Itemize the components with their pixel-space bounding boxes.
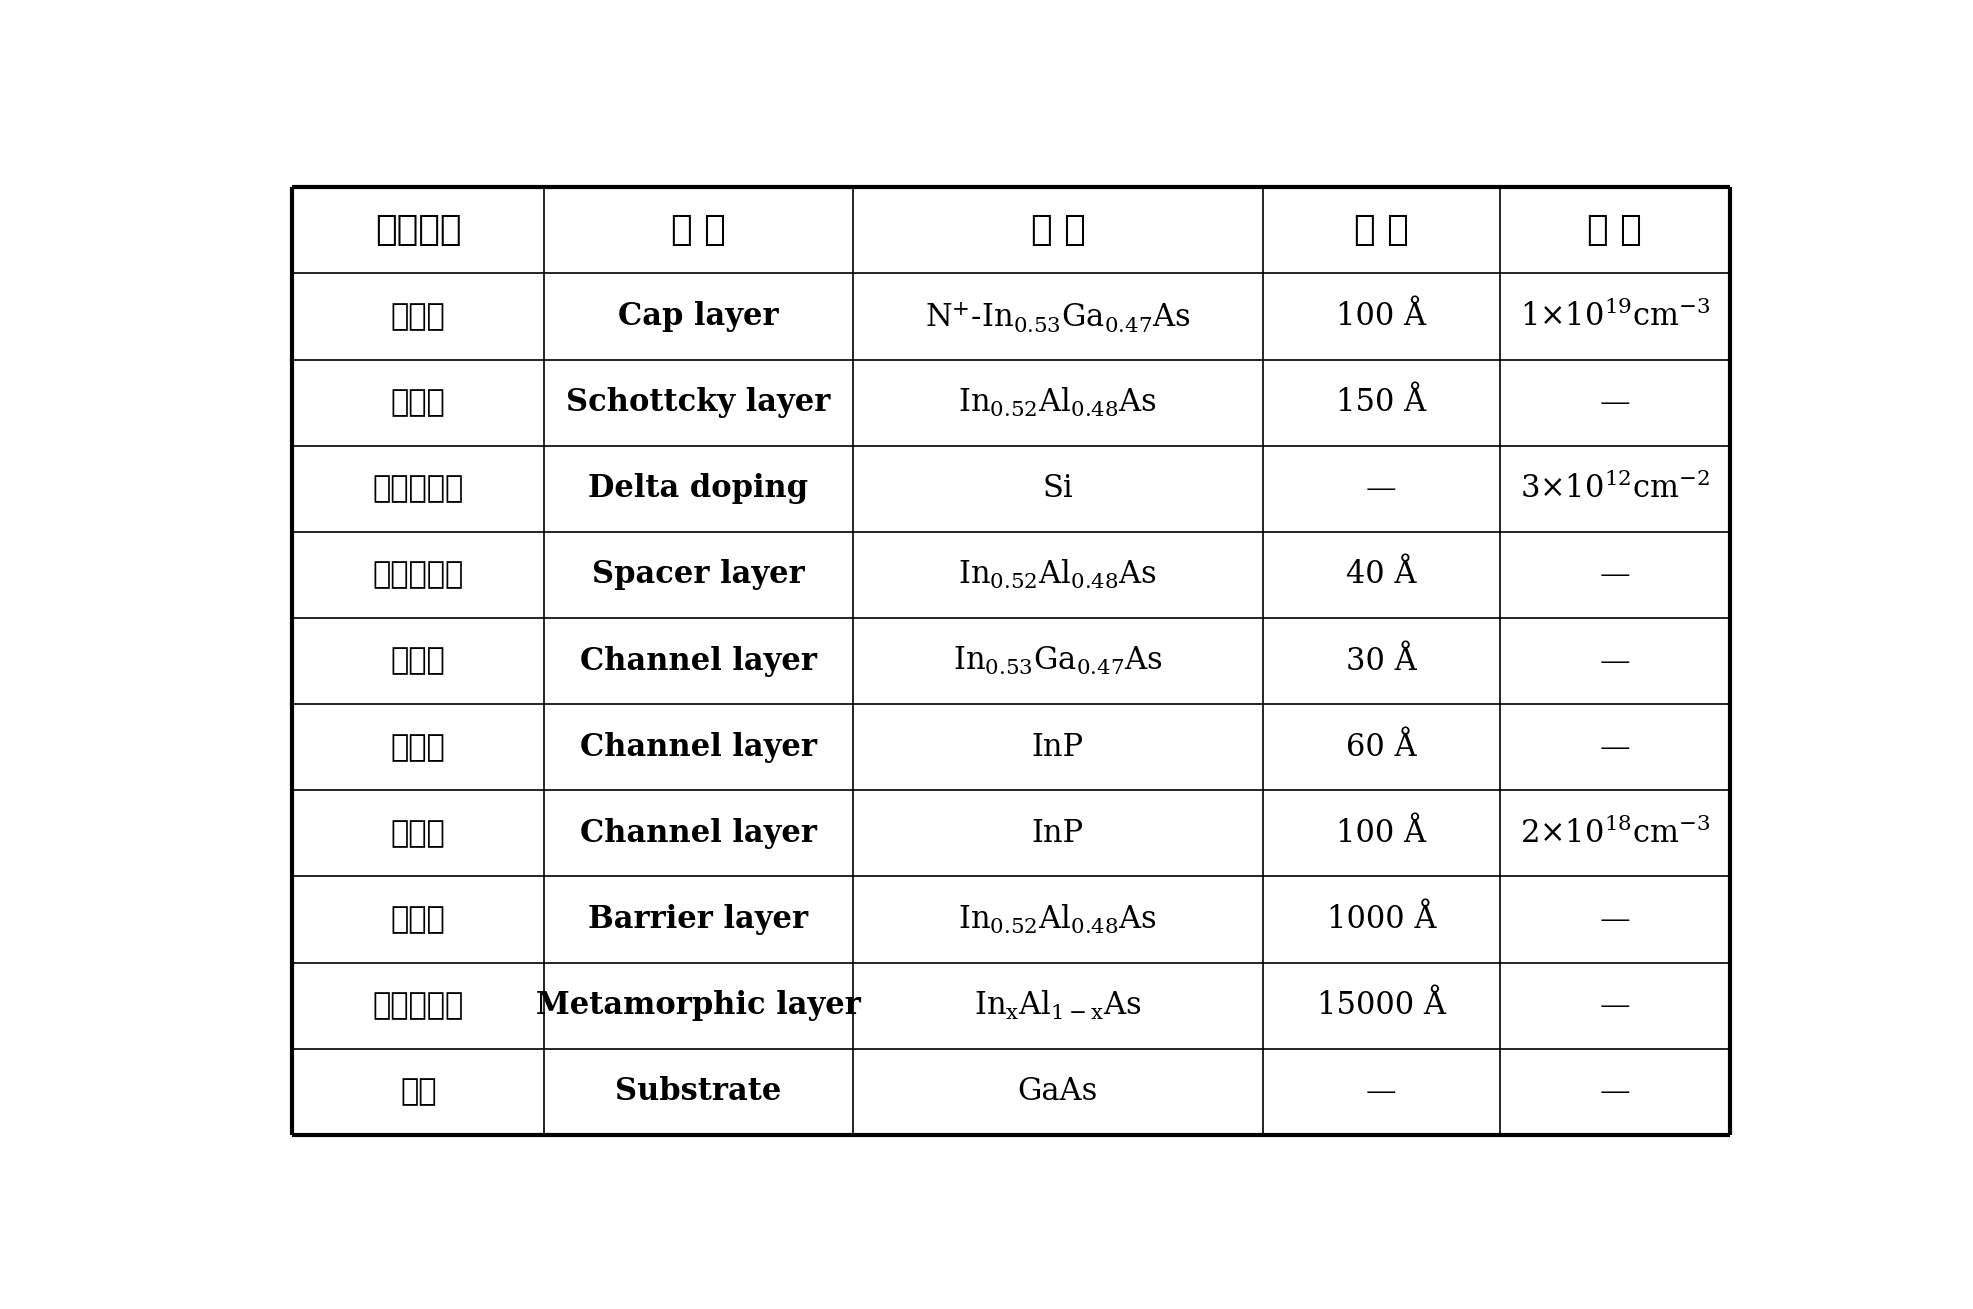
Text: GaAs: GaAs <box>1018 1076 1099 1107</box>
Text: 沟道层: 沟道层 <box>391 647 446 675</box>
Text: Channel layer: Channel layer <box>580 645 817 677</box>
Text: In$_{\mathdefault{0.52}}$Al$_{\mathdefault{0.48}}$As: In$_{\mathdefault{0.52}}$Al$_{\mathdefau… <box>959 386 1158 419</box>
Text: 15000 Å: 15000 Å <box>1316 990 1446 1021</box>
Text: N$^{\mathdefault{+}}$-In$_{\mathdefault{0.53}}$Ga$_{\mathdefault{0.47}}$As: N$^{\mathdefault{+}}$-In$_{\mathdefault{… <box>925 298 1192 334</box>
Text: Channel layer: Channel layer <box>580 732 817 763</box>
Text: —: — <box>1365 1076 1397 1107</box>
Text: —: — <box>1600 387 1630 418</box>
Text: —: — <box>1600 559 1630 590</box>
Text: —: — <box>1600 1076 1630 1107</box>
Text: 3×10$^{\mathdefault{12}}$cm$^{\mathdefault{-2}}$: 3×10$^{\mathdefault{12}}$cm$^{\mathdefau… <box>1519 473 1711 505</box>
Text: 势垒层: 势垒层 <box>391 389 446 418</box>
Text: In$_{\mathdefault{0.52}}$Al$_{\mathdefault{0.48}}$As: In$_{\mathdefault{0.52}}$Al$_{\mathdefau… <box>959 559 1158 592</box>
Text: Channel layer: Channel layer <box>580 818 817 848</box>
Text: 沟道层: 沟道层 <box>391 733 446 762</box>
Text: 名 称: 名 称 <box>671 213 726 247</box>
Text: —: — <box>1365 474 1397 504</box>
Text: 掺 杂: 掺 杂 <box>1588 213 1642 247</box>
Text: 100 Å: 100 Å <box>1336 301 1426 332</box>
Text: 150 Å: 150 Å <box>1336 387 1426 418</box>
Text: In$_{\mathdefault{0.52}}$Al$_{\mathdefault{0.48}}$As: In$_{\mathdefault{0.52}}$Al$_{\mathdefau… <box>959 903 1158 936</box>
Text: —: — <box>1600 645 1630 677</box>
Text: —: — <box>1600 732 1630 763</box>
Text: Substrate: Substrate <box>616 1076 781 1107</box>
Text: —: — <box>1600 990 1630 1021</box>
Text: Schottcky layer: Schottcky layer <box>566 387 831 418</box>
Text: Cap layer: Cap layer <box>618 301 779 332</box>
Text: 100 Å: 100 Å <box>1336 818 1426 848</box>
Text: 30 Å: 30 Å <box>1346 645 1417 677</box>
Text: —: — <box>1600 905 1630 935</box>
Text: 60 Å: 60 Å <box>1346 732 1417 763</box>
Text: InP: InP <box>1032 732 1083 763</box>
Text: 2×10$^{\mathdefault{18}}$cm$^{\mathdefault{-3}}$: 2×10$^{\mathdefault{18}}$cm$^{\mathdefau… <box>1519 817 1711 850</box>
Text: 1×10$^{\mathdefault{19}}$cm$^{\mathdefault{-3}}$: 1×10$^{\mathdefault{19}}$cm$^{\mathdefau… <box>1519 300 1711 332</box>
Text: 厚 度: 厚 度 <box>1353 213 1409 247</box>
Text: In$_{\mathdefault{0.53}}$Ga$_{\mathdefault{0.47}}$As: In$_{\mathdefault{0.53}}$Ga$_{\mathdefau… <box>953 645 1162 677</box>
Text: 中文名称: 中文名称 <box>375 213 462 247</box>
Text: In$_{\mathdefault{x}}$Al$_{\mathdefault{1-x}}$As: In$_{\mathdefault{x}}$Al$_{\mathdefault{… <box>975 990 1142 1022</box>
Text: 1000 Å: 1000 Å <box>1326 905 1436 935</box>
Text: 材 料: 材 料 <box>1030 213 1085 247</box>
Text: Delta doping: Delta doping <box>588 474 809 504</box>
Text: 晶格应变层: 晶格应变层 <box>373 991 464 1020</box>
Text: 盖帽层: 盖帽层 <box>391 302 446 331</box>
Text: Metamorphic layer: Metamorphic layer <box>537 990 860 1021</box>
Text: 沟道层: 沟道层 <box>391 819 446 848</box>
Text: Si: Si <box>1042 474 1073 504</box>
Text: 40 Å: 40 Å <box>1346 559 1417 590</box>
Text: 衬底: 衬底 <box>401 1077 436 1106</box>
Text: 平面掺杂层: 平面掺杂层 <box>373 474 464 503</box>
Text: Spacer layer: Spacer layer <box>592 559 805 590</box>
Text: InP: InP <box>1032 818 1083 848</box>
Text: Barrier layer: Barrier layer <box>588 905 809 935</box>
Text: 势垒层: 势垒层 <box>391 905 446 933</box>
Text: 空间隔离层: 空间隔离层 <box>373 560 464 589</box>
